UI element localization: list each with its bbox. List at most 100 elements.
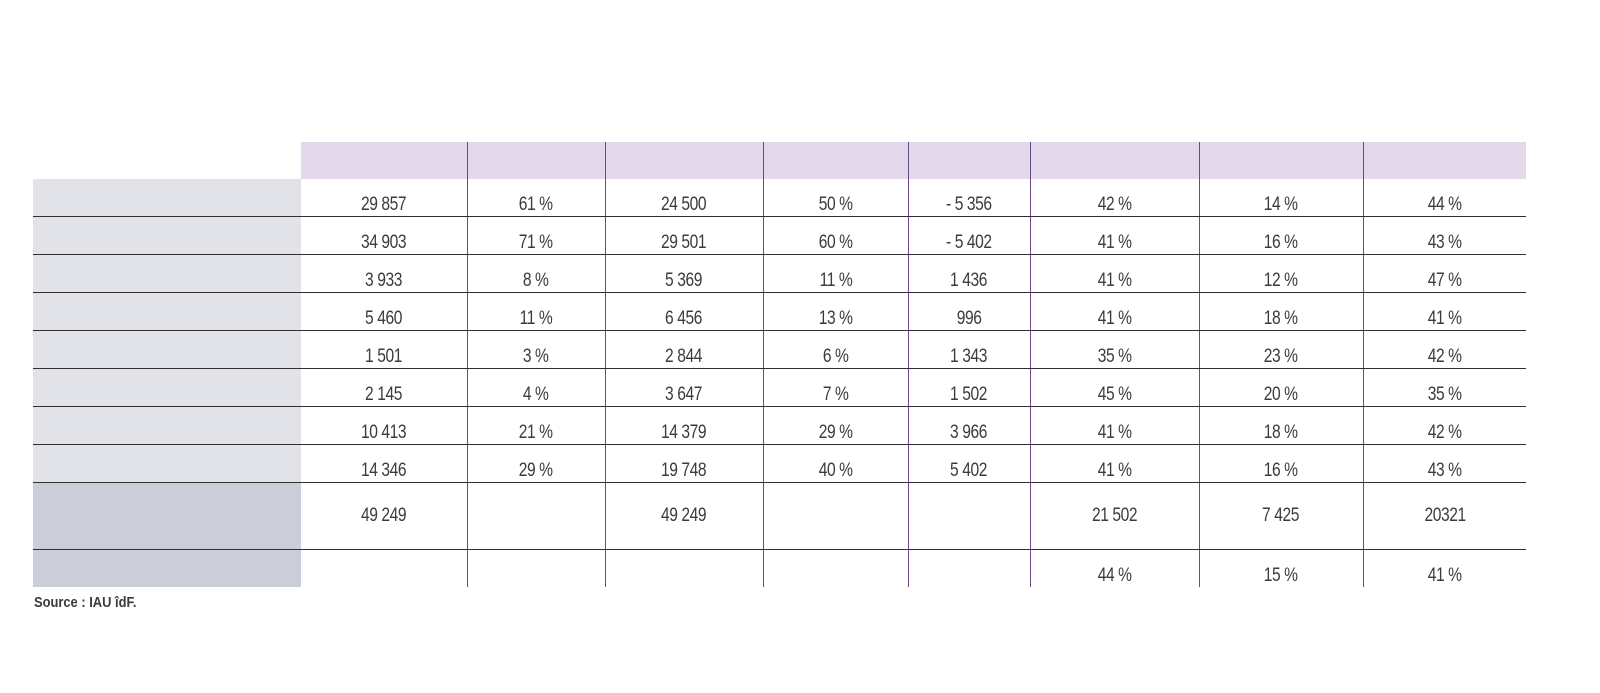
cell-value: 5 460 — [365, 308, 403, 329]
cell-value: 40 % — [818, 460, 853, 481]
table-cell: 14 346 — [301, 444, 468, 483]
cell-value: 18 % — [1264, 422, 1298, 443]
table-cell: 14 379 — [605, 406, 764, 445]
table-cell: 40 % — [763, 444, 909, 483]
table-cell: 3 % — [467, 330, 606, 369]
table-cell — [763, 482, 909, 550]
cell-value: 18 % — [1264, 308, 1298, 329]
column-header — [1363, 142, 1526, 179]
table-cell: 11 % — [763, 254, 909, 293]
table-cell: - 5 356 — [908, 179, 1031, 217]
cell-value: 23 % — [1264, 346, 1298, 367]
table-cell: 41 % — [1030, 216, 1200, 255]
table-cell — [467, 549, 606, 587]
cell-value: 34 903 — [361, 232, 407, 253]
cell-value: 14 346 — [361, 460, 407, 481]
row-label — [33, 368, 301, 407]
table-cell: 7 % — [763, 368, 909, 407]
table-cell: 50 % — [763, 179, 909, 217]
row-label — [33, 330, 301, 369]
source-note: Source : IAU îdF. — [34, 594, 153, 611]
table-cell: 14 % — [1199, 179, 1364, 217]
cell-value: 6 456 — [665, 308, 703, 329]
cell-value: 6 % — [822, 346, 849, 367]
cell-value: 41 % — [1097, 460, 1132, 481]
table-cell: 16 % — [1199, 216, 1364, 255]
cell-value: 41 % — [1427, 565, 1462, 586]
table-cell: 42 % — [1030, 179, 1200, 217]
table-cell: 44 % — [1363, 179, 1526, 217]
table-cell: 43 % — [1363, 216, 1526, 255]
table-cell — [908, 549, 1031, 587]
table-cell: 41 % — [1030, 292, 1200, 331]
table-cell: 21 502 — [1030, 482, 1200, 550]
table-cell: 7 425 — [1199, 482, 1364, 550]
header-row — [33, 142, 1526, 179]
cell-value: 44 % — [1427, 194, 1462, 215]
table-cell: 16 % — [1199, 444, 1364, 483]
table-cell: 35 % — [1030, 330, 1200, 369]
table-cell: 61 % — [467, 179, 606, 217]
row-label — [33, 292, 301, 331]
table-cell: 4 % — [467, 368, 606, 407]
table-cell: 3 647 — [605, 368, 764, 407]
cell-value: 21 502 — [1091, 505, 1138, 526]
share-row: 44 % 15 % 41 % — [33, 549, 1526, 588]
total-row: 49 249 49 249 21 502 7 425 20321 — [33, 482, 1526, 550]
cell-value: 20 % — [1264, 384, 1298, 405]
table-cell: 15 % — [1199, 549, 1364, 587]
cell-value: 8 % — [523, 270, 549, 291]
cell-value: 1 502 — [950, 384, 988, 405]
table-cell: 42 % — [1363, 406, 1526, 445]
cell-value: 49 249 — [661, 505, 707, 526]
cell-value: 996 — [956, 308, 982, 329]
table-row: 34 903 71 % 29 501 60 % - 5 402 41 % 16 % 43 % — [33, 216, 1526, 255]
cell-value: 3 966 — [950, 422, 988, 443]
table-cell: 34 903 — [301, 216, 468, 255]
cell-value: 35 % — [1097, 346, 1132, 367]
column-header — [301, 142, 468, 179]
column-header — [1199, 142, 1364, 179]
cell-value: 42 % — [1427, 422, 1462, 443]
table-cell: 23 % — [1199, 330, 1364, 369]
cell-value: 1 436 — [950, 270, 988, 291]
table-cell: 41 % — [1363, 550, 1526, 588]
table-cell: 29 % — [467, 444, 606, 483]
cell-value: 61 % — [519, 194, 553, 215]
table-cell: 2 145 — [301, 368, 468, 407]
table-cell: 5 369 — [605, 254, 764, 293]
table-cell: 24 500 — [605, 179, 764, 217]
cell-value: 49 249 — [361, 505, 407, 526]
cell-value: 20321 — [1424, 505, 1466, 526]
table-row: 2 145 4 % 3 647 7 % 1 502 45 % 20 % 35 % — [33, 368, 1526, 407]
cell-value: 2 844 — [665, 346, 703, 367]
table-cell — [301, 549, 468, 587]
cell-value: 50 % — [818, 194, 853, 215]
cell-value: 41 % — [1097, 308, 1132, 329]
table-cell — [908, 482, 1031, 550]
cell-value: 3 % — [523, 346, 549, 367]
cell-value: 16 % — [1264, 460, 1298, 481]
cell-value: 41 % — [1097, 232, 1132, 253]
table-cell: 12 % — [1199, 254, 1364, 293]
row-label — [33, 482, 301, 550]
table-cell: 19 748 — [605, 444, 764, 483]
row-label — [33, 179, 301, 217]
table-cell: 29 857 — [301, 179, 468, 217]
table-row: 14 346 29 % 19 748 40 % 5 402 41 % 16 % 43 % — [33, 444, 1526, 483]
column-header — [763, 142, 909, 179]
cell-value: 12 % — [1264, 270, 1298, 291]
cell-value: 14 % — [1264, 194, 1298, 215]
table-cell: 20 % — [1199, 368, 1364, 407]
cell-value: 44 % — [1097, 565, 1132, 586]
cell-value: 41 % — [1097, 422, 1132, 443]
table-cell: 41 % — [1363, 292, 1526, 331]
source-text: Source : IAU îdF. — [34, 594, 137, 611]
cell-value: 3 933 — [365, 270, 403, 291]
table-row: 10 413 21 % 14 379 29 % 3 966 41 % 18 % 42 % — [33, 406, 1526, 445]
table-cell: 41 % — [1030, 444, 1200, 483]
table-cell: 29 % — [763, 406, 909, 445]
table-cell: 60 % — [763, 216, 909, 255]
cell-value: 4 % — [523, 384, 549, 405]
header-corner — [33, 142, 301, 179]
